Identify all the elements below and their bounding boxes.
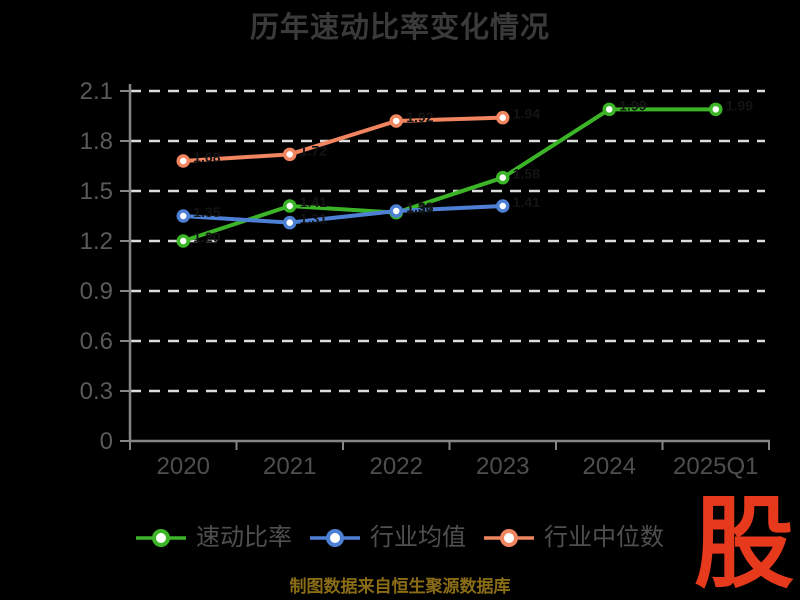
y-axis-label: 0 bbox=[100, 428, 113, 455]
data-point-label-industry-average: 1.38 bbox=[406, 199, 433, 215]
data-point-label-quick-ratio: 1.20 bbox=[193, 229, 220, 245]
data-point-label-industry-average: 1.35 bbox=[193, 204, 220, 220]
data-point-label-industry-average: 1.41 bbox=[513, 194, 540, 210]
legend-item-industry-median[interactable]: 行业中位数 bbox=[484, 525, 664, 551]
x-axis-label: 2023 bbox=[476, 453, 529, 480]
y-axis-label: 1.2 bbox=[80, 228, 113, 255]
data-point-label-quick-ratio: 1.99 bbox=[726, 97, 753, 113]
data-point-label-industry-average: 1.31 bbox=[300, 211, 327, 227]
data-point-label-quick-ratio: 1.41 bbox=[300, 194, 327, 210]
data-point-label-quick-ratio: 1.58 bbox=[513, 166, 540, 182]
source-caption: 制图数据来自恒生聚源数据库 bbox=[289, 577, 511, 596]
y-axis-label: 0.3 bbox=[80, 378, 113, 405]
data-point-label-quick-ratio: 1.99 bbox=[619, 97, 646, 113]
x-axis-label: 2025Q1 bbox=[673, 453, 758, 480]
y-axis-label: 2.1 bbox=[80, 78, 113, 105]
logo-gu: 股 bbox=[694, 488, 794, 600]
data-point-label-industry-median: 1.72 bbox=[300, 142, 327, 158]
data-point-quick-ratio[interactable] bbox=[176, 234, 190, 248]
data-point-industry-average[interactable] bbox=[176, 209, 190, 223]
y-axis-label: 0.6 bbox=[80, 328, 113, 355]
series-line-industry-average bbox=[181, 204, 505, 225]
legend-label: 行业中位数 bbox=[544, 524, 664, 551]
legend-item-industry-average[interactable]: 行业均值 bbox=[310, 525, 466, 551]
legend-label: 行业均值 bbox=[370, 524, 466, 551]
legend-marker-icon bbox=[136, 529, 186, 547]
data-point-industry-average[interactable] bbox=[283, 215, 297, 230]
legend-marker-icon bbox=[484, 529, 534, 547]
x-axis-label: 2024 bbox=[583, 453, 636, 480]
y-axis-label: 0.9 bbox=[80, 278, 113, 305]
series-line-industry-median bbox=[181, 115, 505, 163]
legend-label: 速动比率 bbox=[196, 524, 292, 551]
data-point-label-industry-median: 1.94 bbox=[513, 106, 540, 122]
data-point-quick-ratio[interactable] bbox=[283, 199, 297, 213]
data-point-quick-ratio[interactable] bbox=[709, 102, 723, 117]
y-axis-label: 1.8 bbox=[80, 128, 113, 155]
data-point-industry-average[interactable] bbox=[389, 204, 403, 218]
x-axis-label: 2020 bbox=[157, 453, 210, 480]
data-point-label-industry-median: 1.68 bbox=[193, 149, 220, 165]
y-axis-label: 1.5 bbox=[80, 178, 113, 205]
series-line-quick-ratio bbox=[181, 107, 718, 243]
chart-title: 历年速动比率变化情况 bbox=[249, 12, 550, 44]
data-point-quick-ratio[interactable] bbox=[496, 170, 510, 185]
data-point-label-quick-ratio: 1.37 bbox=[406, 201, 433, 217]
legend: 速动比率 行业均值 行业中位数 bbox=[0, 520, 800, 556]
legend-marker-icon bbox=[310, 529, 360, 547]
data-point-industry-average[interactable] bbox=[496, 199, 510, 213]
data-point-quick-ratio[interactable] bbox=[602, 102, 616, 117]
legend-item-quick-ratio[interactable]: 速动比率 bbox=[136, 525, 292, 551]
data-point-industry-median[interactable] bbox=[496, 110, 510, 125]
data-point-industry-median[interactable] bbox=[283, 147, 297, 162]
data-point-industry-median[interactable] bbox=[389, 114, 403, 128]
x-axis-label: 2021 bbox=[263, 453, 316, 480]
x-axis-label: 2022 bbox=[370, 453, 423, 480]
data-point-label-industry-median: 1.92 bbox=[406, 109, 433, 125]
data-point-industry-median[interactable] bbox=[176, 154, 190, 168]
